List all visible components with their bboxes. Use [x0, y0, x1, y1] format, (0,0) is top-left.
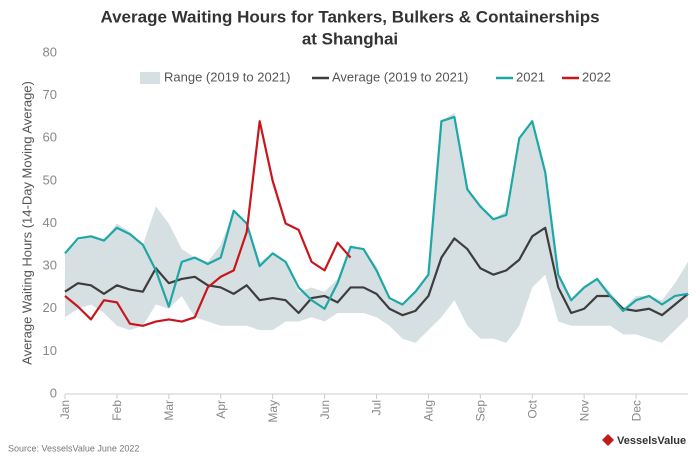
- y-tick-label: 40: [43, 215, 57, 230]
- y-axis-label: Average Waiting Hours (14-Day Moving Ave…: [19, 81, 34, 365]
- x-tick-label: Jan: [58, 400, 72, 419]
- chart-title: Average Waiting Hours for Tankers, Bulke…: [100, 7, 599, 26]
- y-tick-label: 80: [43, 44, 57, 59]
- x-tick-label: Mar: [162, 400, 176, 421]
- x-tick-label: Dec: [629, 400, 643, 421]
- y-tick-label: 50: [43, 172, 57, 187]
- y-tick-label: 70: [43, 87, 57, 102]
- source-note: Source: VesselsValue June 2022: [8, 443, 139, 453]
- range-area: [65, 112, 688, 343]
- y-tick-label: 30: [43, 258, 57, 273]
- x-tick-label: Aug: [422, 400, 436, 421]
- x-tick-label: May: [266, 400, 280, 423]
- logo-icon: [602, 434, 614, 446]
- x-tick-label: Sep: [474, 400, 488, 422]
- logo-text: VesselsValue: [617, 435, 686, 447]
- x-tick-label: Oct: [525, 399, 539, 418]
- y-tick-label: 20: [43, 300, 57, 315]
- y-tick-label: 0: [50, 385, 57, 400]
- x-tick-label: Nov: [577, 400, 591, 421]
- series-line: [64, 120, 352, 327]
- chart-title: at Shanghai: [302, 29, 398, 48]
- x-tick-label: Apr: [214, 400, 228, 419]
- legend-label: Average (2019 to 2021): [332, 69, 468, 84]
- series-line: [64, 226, 689, 317]
- y-tick-label: 10: [43, 343, 57, 358]
- x-tick-label: Jul: [370, 400, 384, 415]
- legend-label: 2021: [516, 69, 545, 84]
- y-tick-label: 60: [43, 130, 57, 145]
- x-tick-label: Jun: [318, 400, 332, 419]
- legend-label: 2022: [582, 69, 611, 84]
- legend-swatch: [140, 72, 160, 84]
- legend-label: Range (2019 to 2021): [164, 69, 290, 84]
- series-line: [64, 115, 689, 312]
- x-tick-label: Feb: [110, 400, 124, 421]
